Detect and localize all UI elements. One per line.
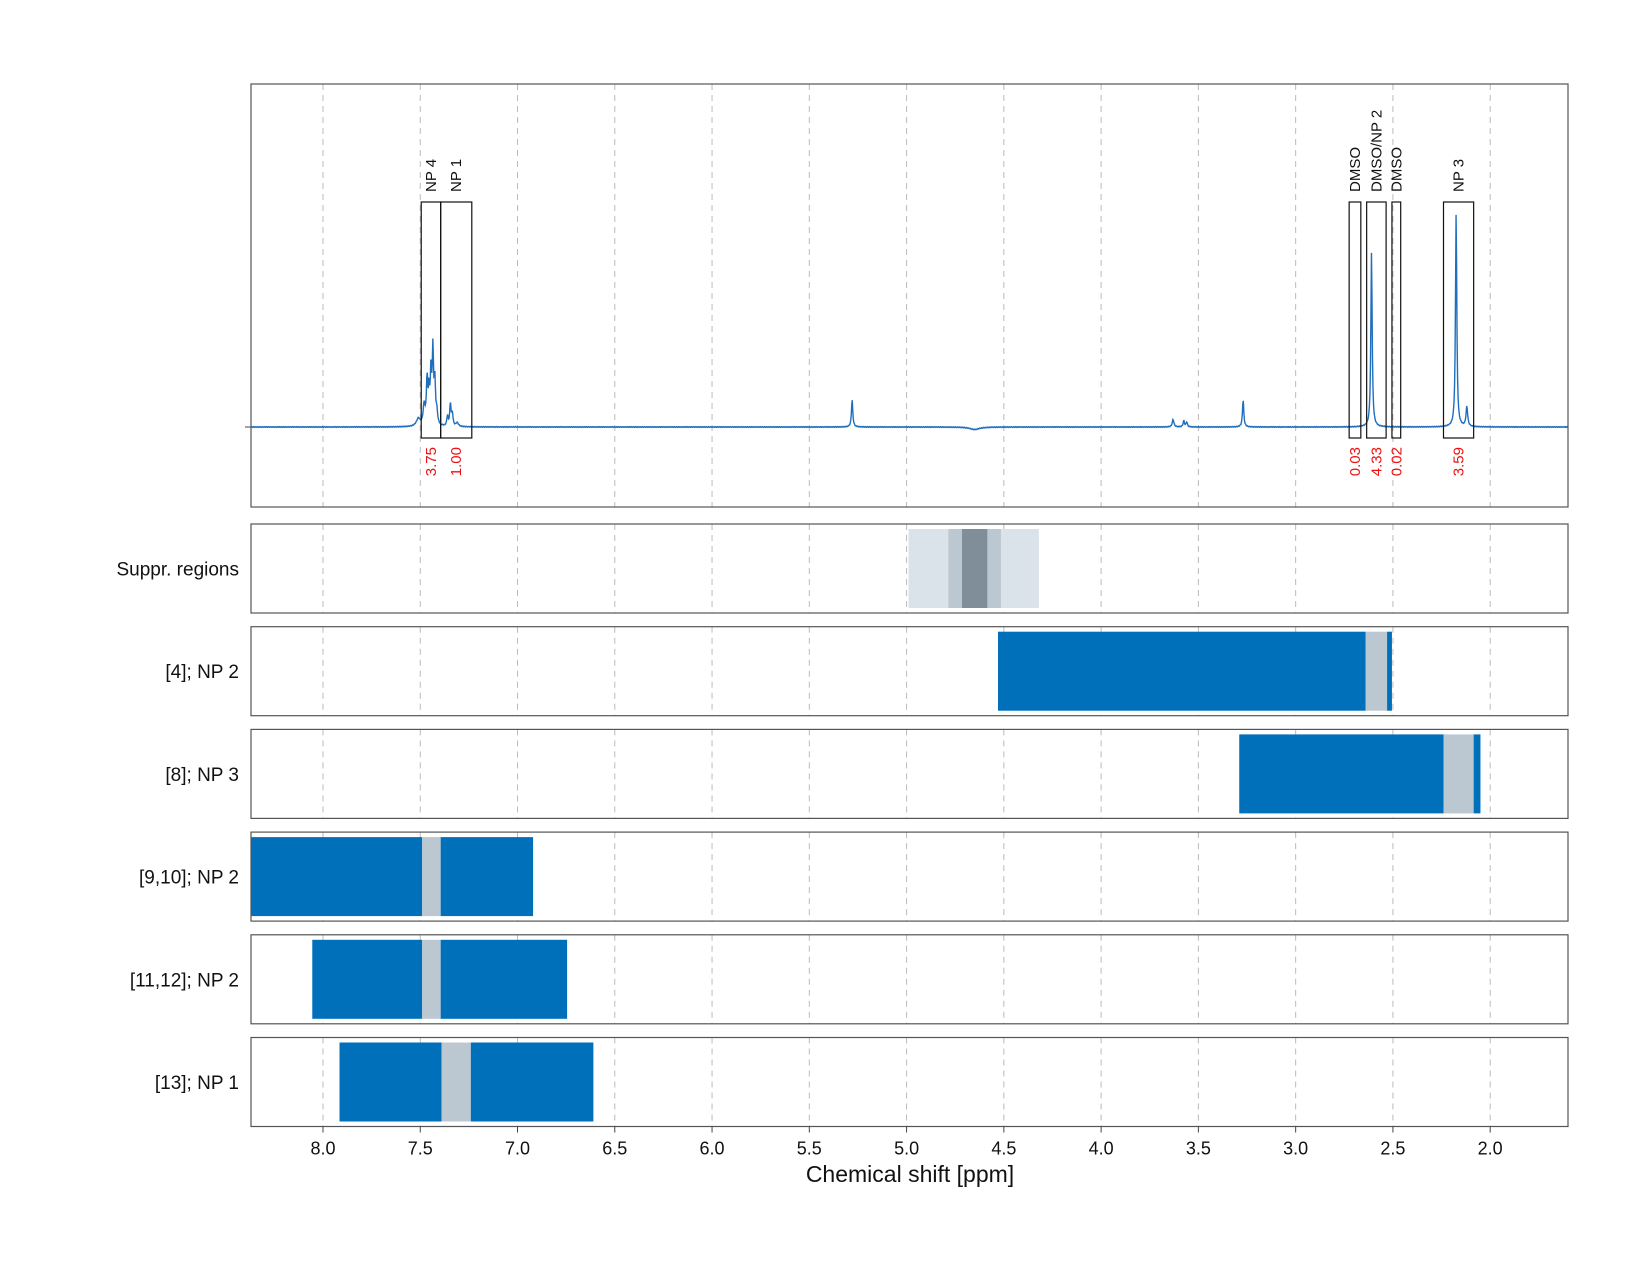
x-tick-label: 3.0 <box>1283 1139 1308 1159</box>
x-tick-label: 2.0 <box>1478 1139 1503 1159</box>
region-segment <box>998 631 1366 711</box>
x-tick-label: 5.5 <box>797 1139 822 1159</box>
x-axis-title: Chemical shift [ppm] <box>806 1161 1014 1187</box>
row-frame <box>250 728 1569 820</box>
x-tick-label: 7.0 <box>505 1139 530 1159</box>
peak-integral: 0.02 <box>1388 447 1405 476</box>
peak-integral: 3.59 <box>1451 447 1468 476</box>
region-panels: Suppr. regions [4]; NP 2 [8]; NP 3 [9,10]; … <box>116 523 1569 1128</box>
row-label: [9,10]; NP 2 <box>139 868 239 889</box>
region-segment <box>1365 631 1388 711</box>
region-row: [13]; NP 1 <box>155 1036 1569 1128</box>
region-segment <box>1443 734 1474 814</box>
row-label: [8]; NP 3 <box>165 765 239 786</box>
region-segment <box>422 837 441 917</box>
row-frame <box>250 831 1569 922</box>
row-frame <box>250 934 1569 1025</box>
peak-box <box>1348 201 1362 439</box>
x-tick-label: 5.0 <box>894 1139 919 1159</box>
x-tick-label: 6.5 <box>602 1139 627 1159</box>
region-segment <box>1473 734 1481 814</box>
row-frame <box>250 523 1569 614</box>
x-tick-label: 8.0 <box>310 1139 335 1159</box>
region-segment <box>339 1042 442 1122</box>
region-row: Suppr. regions <box>116 523 1569 614</box>
peak-box <box>1442 201 1475 439</box>
row-label: [11,12]; NP 2 <box>130 970 239 991</box>
row-label: [13]; NP 1 <box>155 1073 239 1094</box>
peak-label: DMSO <box>1347 147 1364 192</box>
peak-box <box>440 201 473 439</box>
region-segment <box>1387 631 1392 711</box>
region-segment <box>1239 734 1444 814</box>
peak-integral: 0.03 <box>1347 447 1364 476</box>
region-segment <box>422 939 441 1019</box>
region-segment <box>440 837 534 917</box>
x-tick-label: 6.0 <box>700 1139 725 1159</box>
spectrum-line <box>250 214 1569 431</box>
peak-label: NP 1 <box>448 159 465 192</box>
x-axis: 8.0 7.5 7.0 6.5 6.0 5.5 5.0 4.5 4.0 3.5 3.0 2.5 2.0 <box>310 1126 1503 1159</box>
row-frame <box>250 1036 1569 1128</box>
peak-box <box>1391 201 1402 439</box>
peak-integral: 3.75 <box>423 447 440 476</box>
x-tick-label: 4.0 <box>1089 1139 1114 1159</box>
peak-label: NP 4 <box>423 159 440 192</box>
region-row: [9,10]; NP 2 <box>139 831 1569 922</box>
peak-box <box>1366 201 1387 439</box>
region-segment <box>440 939 568 1019</box>
peak-label: DMSO <box>1388 147 1405 192</box>
region-segment <box>962 529 988 608</box>
peak-label: DMSO/NP 2 <box>1368 110 1385 192</box>
peak-label: NP 3 <box>1451 159 1468 192</box>
region-row: [8]; NP 3 <box>165 728 1569 820</box>
x-tick-label: 3.5 <box>1186 1139 1211 1159</box>
x-tick-label: 4.5 <box>991 1139 1016 1159</box>
region-row: [4]; NP 2 <box>165 626 1569 717</box>
x-tick-label: 7.5 <box>408 1139 433 1159</box>
spectrum-frame <box>250 83 1569 508</box>
spectrum-panel: NP 4 3.75 NP 1 1.00 DMSO 0.03 DMSO/NP 2 4.33 DMS… <box>245 83 1569 508</box>
region-segment <box>251 837 423 917</box>
peak-integral: 1.00 <box>448 447 465 476</box>
row-label: [4]; NP 2 <box>165 662 239 683</box>
region-row: [11,12]; NP 2 <box>130 934 1569 1025</box>
region-segment <box>441 1042 471 1122</box>
row-label: Suppr. regions <box>116 560 239 581</box>
peak-integral: 4.33 <box>1368 447 1385 476</box>
region-segment <box>470 1042 594 1122</box>
x-tick-label: 2.5 <box>1380 1139 1405 1159</box>
region-segment <box>312 939 423 1019</box>
row-frame <box>250 626 1569 717</box>
